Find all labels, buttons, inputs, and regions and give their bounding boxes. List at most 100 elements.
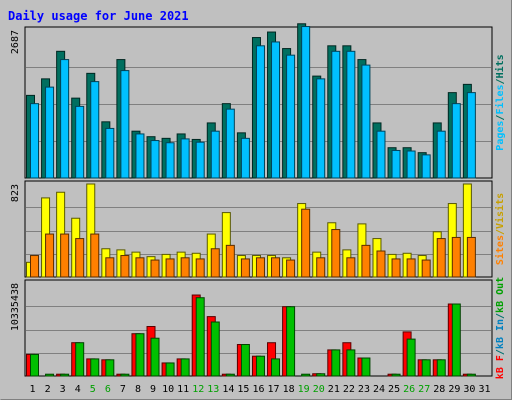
bar-sites-day-20 bbox=[316, 257, 326, 278]
x-tick-label: 2 bbox=[45, 384, 51, 395]
bar-sites-day-26 bbox=[406, 258, 416, 278]
bar-files-day-24 bbox=[376, 130, 386, 179]
bar-sites-day-18 bbox=[286, 259, 296, 278]
bar-sites-day-9 bbox=[150, 259, 160, 278]
x-tick-label: 6 bbox=[105, 384, 111, 395]
x-tick-label: 3 bbox=[60, 384, 66, 395]
bar-kb-out-day-29 bbox=[451, 303, 461, 377]
bar-sites-day-2 bbox=[45, 233, 55, 278]
bar-sites-day-10 bbox=[165, 258, 175, 278]
bar-sites-day-6 bbox=[105, 257, 115, 278]
x-axis-labels: 1 2 3 4 5 6 7 8 9 10 11 12 13 14 15 16 17 18 19 20 21 22 23 24 2… bbox=[30, 384, 491, 395]
bar-kb-out-day-2 bbox=[45, 373, 55, 377]
x-tick-label: 18 bbox=[283, 384, 295, 395]
bar-files-day-8 bbox=[135, 133, 145, 179]
legend-entry: kB Out bbox=[495, 277, 506, 313]
legend-separator: / bbox=[495, 78, 506, 84]
legend-label: kB F/kB In/kB Out bbox=[495, 277, 506, 379]
bar-files-day-23 bbox=[361, 64, 371, 179]
bar-files-day-5 bbox=[90, 81, 100, 179]
legend-entry: Sites bbox=[494, 235, 506, 265]
bar-sites-day-5 bbox=[90, 233, 100, 278]
bar-files-day-11 bbox=[180, 138, 190, 179]
x-tick-label: 16 bbox=[252, 384, 264, 395]
bar-sites-day-14 bbox=[225, 244, 235, 278]
bar-sites-day-28 bbox=[436, 238, 446, 278]
x-tick-label: 23 bbox=[358, 384, 370, 395]
bar-sites-day-3 bbox=[60, 233, 70, 278]
bar-sites-day-21 bbox=[331, 229, 341, 278]
x-tick-label: 31 bbox=[478, 384, 490, 395]
bar-sites-day-19 bbox=[301, 208, 311, 278]
bar-kb-out-day-5 bbox=[90, 358, 100, 377]
bar-sites-day-29 bbox=[451, 236, 461, 278]
legend-entry: Visits bbox=[494, 193, 506, 229]
bars bbox=[26, 294, 476, 377]
bar-files-day-2 bbox=[45, 86, 55, 179]
panel-visits-sites: 823 Sites/Visits bbox=[10, 180, 506, 278]
bar-files-day-30 bbox=[466, 92, 476, 179]
bar-files-day-25 bbox=[391, 149, 401, 179]
bar-sites-day-15 bbox=[240, 258, 250, 278]
bar-files-day-16 bbox=[255, 45, 265, 179]
bar-kb-out-day-13 bbox=[210, 321, 220, 377]
bars bbox=[26, 183, 476, 278]
x-tick-label: 9 bbox=[150, 384, 156, 395]
bar-kb-out-day-11 bbox=[180, 358, 190, 377]
bar-kb-out-day-10 bbox=[165, 362, 175, 377]
x-tick-label: 13 bbox=[207, 384, 219, 395]
bar-sites-day-25 bbox=[391, 258, 401, 278]
bar-files-day-4 bbox=[75, 105, 85, 179]
bar-kb-out-day-21 bbox=[331, 349, 341, 377]
bar-kb-out-day-19 bbox=[301, 373, 311, 377]
legend-entry: kB F bbox=[495, 355, 506, 379]
x-tick-label: 5 bbox=[90, 384, 96, 395]
bar-kb-out-day-26 bbox=[406, 338, 416, 377]
bar-sites-day-22 bbox=[346, 257, 356, 278]
bar-kb-out-day-28 bbox=[436, 359, 446, 377]
legend-label: Sites/Visits bbox=[494, 193, 506, 265]
x-tick-label: 15 bbox=[237, 384, 249, 395]
x-tick-label: 29 bbox=[448, 384, 460, 395]
bar-files-day-21 bbox=[331, 50, 341, 179]
bar-sites-day-7 bbox=[120, 255, 130, 278]
bar-sites-day-16 bbox=[255, 257, 265, 278]
bar-kb-out-day-15 bbox=[240, 344, 250, 377]
bar-kb-out-day-12 bbox=[195, 297, 205, 377]
bar-sites-day-23 bbox=[361, 244, 371, 278]
bar-files-day-3 bbox=[60, 59, 70, 179]
bar-files-day-10 bbox=[165, 142, 175, 179]
panel-max-label: 823 bbox=[10, 184, 21, 202]
bar-kb-out-day-18 bbox=[286, 306, 296, 377]
bar-files-day-22 bbox=[346, 50, 356, 179]
legend-entry: kB In bbox=[495, 319, 506, 349]
bar-files-day-18 bbox=[286, 54, 296, 179]
bar-kb-out-day-17 bbox=[271, 358, 281, 377]
bars bbox=[26, 23, 476, 179]
bar-sites-day-17 bbox=[271, 257, 281, 278]
x-tick-label: 17 bbox=[268, 384, 280, 395]
bar-sites-day-4 bbox=[75, 238, 85, 278]
bar-kb-out-day-6 bbox=[105, 359, 115, 377]
bar-files-day-26 bbox=[406, 150, 416, 179]
x-tick-label: 25 bbox=[388, 384, 400, 395]
x-tick-label: 1 bbox=[30, 384, 36, 395]
bar-files-day-28 bbox=[436, 130, 446, 179]
bar-files-day-7 bbox=[120, 70, 130, 179]
bar-files-day-19 bbox=[301, 26, 311, 179]
bar-kb-out-day-4 bbox=[75, 342, 85, 377]
bar-kb-out-day-23 bbox=[361, 357, 371, 377]
legend-separator: / bbox=[495, 229, 506, 235]
legend-separator: / bbox=[495, 115, 506, 121]
x-tick-label: 12 bbox=[192, 384, 204, 395]
bar-sites-day-8 bbox=[135, 257, 145, 278]
bar-sites-day-13 bbox=[210, 248, 220, 278]
legend-separator: / bbox=[495, 313, 506, 319]
legend-entry: Hits bbox=[494, 54, 506, 78]
bar-files-day-13 bbox=[210, 130, 220, 179]
bar-kb-out-day-30 bbox=[466, 373, 476, 377]
panel-max-label: 2687 bbox=[10, 30, 21, 54]
bar-sites-day-24 bbox=[376, 250, 386, 278]
